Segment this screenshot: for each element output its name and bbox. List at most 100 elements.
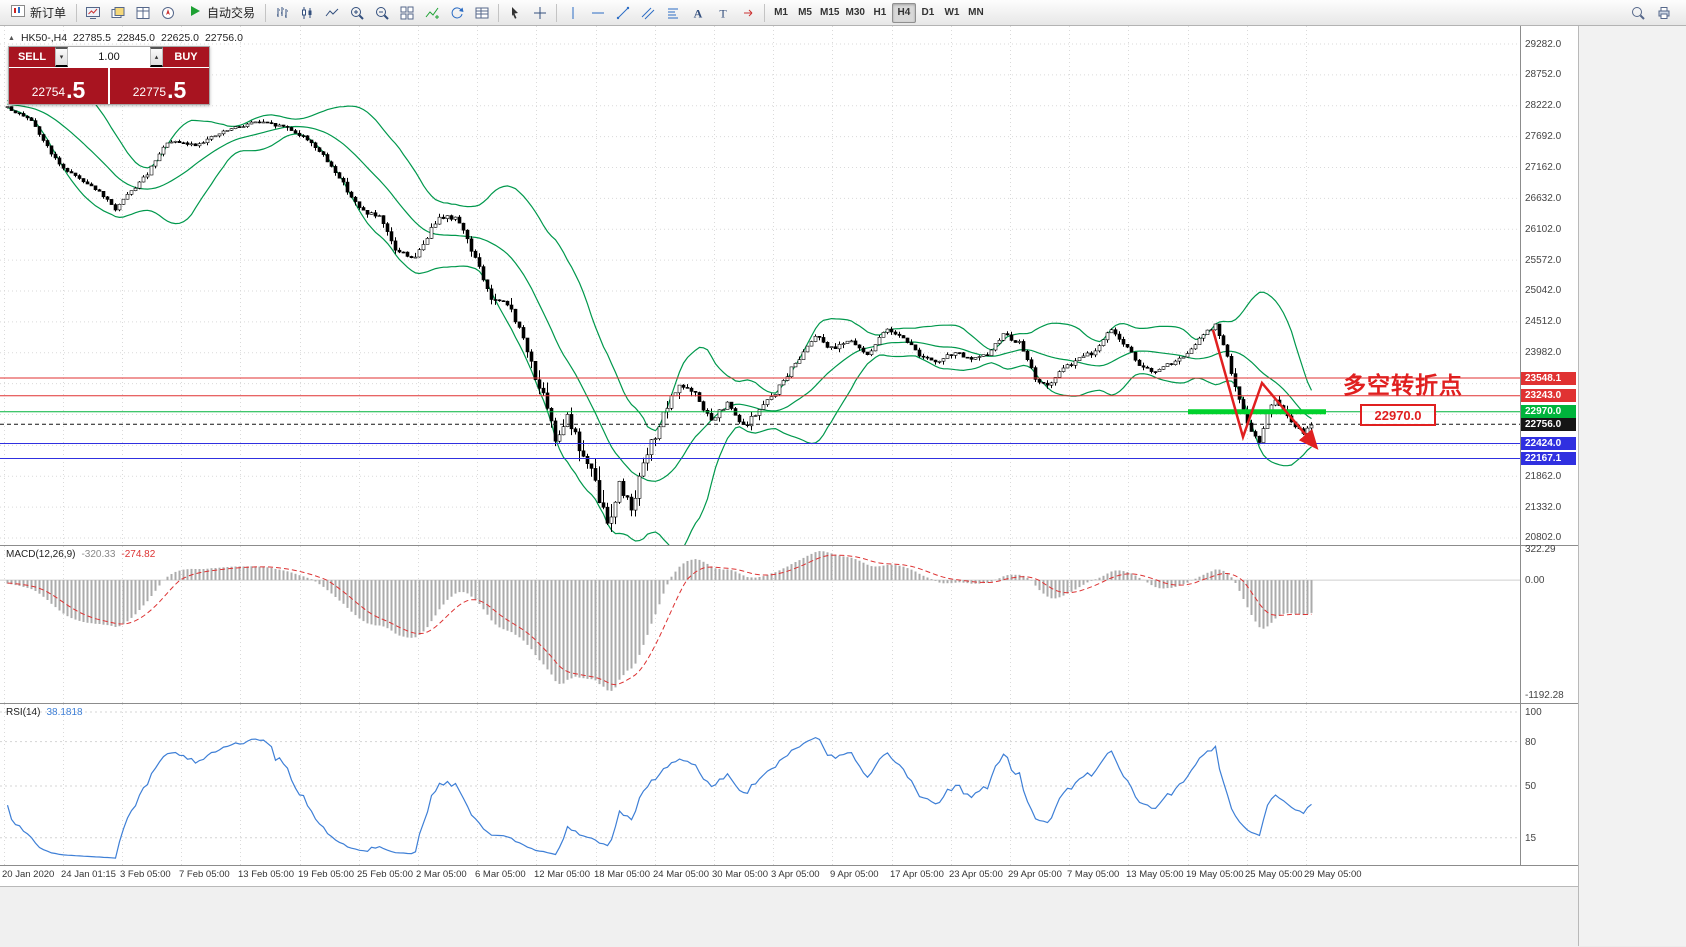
toolbar-separator bbox=[265, 3, 267, 22]
timeframe-button-m15[interactable]: M15 bbox=[817, 3, 842, 23]
time-axis[interactable]: 20 Jan 2020 24 Jan 01:15 3 Feb 05:00 7 Feb … bbox=[0, 866, 1520, 886]
svg-text:A: A bbox=[694, 6, 703, 20]
rsi-axis-label: 100 bbox=[1525, 707, 1542, 718]
macd-signal-line bbox=[7, 554, 1312, 686]
market-watch-icon[interactable] bbox=[131, 2, 155, 24]
time-axis-label: 30 Mar 05:00 bbox=[712, 869, 768, 880]
time-axis-label: 19 Feb 05:00 bbox=[298, 869, 354, 880]
navigator-icon[interactable] bbox=[156, 2, 180, 24]
cursor-icon[interactable] bbox=[503, 2, 527, 24]
tile-windows-icon[interactable] bbox=[395, 2, 419, 24]
autotrading-button[interactable]: 自动交易 bbox=[181, 2, 261, 24]
timeframe-button-m1[interactable]: M1 bbox=[769, 3, 793, 23]
chart-annotation-text[interactable]: 多空转折点 bbox=[1343, 372, 1463, 398]
zoom-out-icon[interactable] bbox=[370, 2, 394, 24]
timeframe-button-h4[interactable]: H4 bbox=[891, 2, 916, 23]
spreadsheet-icon[interactable] bbox=[470, 2, 494, 24]
price-axis-label: 24512.0 bbox=[1525, 316, 1562, 328]
autotrading-play-icon bbox=[187, 3, 203, 22]
fibonacci-icon[interactable] bbox=[661, 2, 685, 24]
time-axis-label: 9 Apr 05:00 bbox=[830, 869, 879, 880]
panel-separator[interactable] bbox=[0, 545, 1578, 546]
main-chart-canvas[interactable] bbox=[0, 26, 1520, 546]
refresh-icon[interactable] bbox=[445, 2, 469, 24]
chart-annotation-price-box[interactable]: 22970.0 bbox=[1360, 404, 1436, 426]
rsi-line bbox=[6, 736, 1312, 859]
annotation-arrow[interactable] bbox=[1211, 329, 1319, 450]
time-axis-label: 3 Feb 05:00 bbox=[120, 869, 171, 880]
toolbar-separator bbox=[556, 3, 558, 22]
indicators-icon[interactable] bbox=[420, 2, 444, 24]
rsi-axis-label: 50 bbox=[1525, 781, 1537, 792]
buy-label: BUY bbox=[163, 47, 209, 67]
price-axis-label: 27162.0 bbox=[1525, 161, 1562, 173]
ohlc-high: 22845.0 bbox=[117, 32, 155, 44]
horizontal-line-icon[interactable] bbox=[586, 2, 610, 24]
zoom-in-icon[interactable] bbox=[345, 2, 369, 24]
volume-input[interactable] bbox=[68, 47, 150, 67]
price-axis-label: 29282.0 bbox=[1525, 38, 1562, 50]
timeframe-button-mn[interactable]: MN bbox=[964, 3, 988, 23]
time-axis-label: 23 Apr 05:00 bbox=[949, 869, 1003, 880]
rsi-axis-label: 15 bbox=[1525, 832, 1537, 844]
bar-chart-icon[interactable] bbox=[270, 2, 294, 24]
time-axis-label: 7 Feb 05:00 bbox=[179, 869, 230, 880]
timeframe-button-m30[interactable]: M30 bbox=[842, 3, 867, 23]
profiles-icon[interactable] bbox=[106, 2, 130, 24]
timeframe-button-h1[interactable]: H1 bbox=[868, 3, 892, 23]
text-tool-icon[interactable]: A bbox=[686, 2, 710, 24]
new-chart-icon[interactable] bbox=[81, 2, 105, 24]
macd-main-value: -320.33 bbox=[81, 549, 116, 560]
print-icon[interactable] bbox=[1652, 2, 1676, 24]
time-axis-label: 24 Jan 01:15 bbox=[61, 869, 116, 880]
vertical-line-icon[interactable] bbox=[561, 2, 585, 24]
price-badge-22970.0: 22970.0 bbox=[1521, 405, 1576, 419]
price-badge-23243.0: 23243.0 bbox=[1521, 389, 1576, 403]
ohlc-low: 22625.0 bbox=[160, 32, 199, 44]
autotrading-label: 自动交易 bbox=[207, 6, 256, 20]
macd-canvas[interactable] bbox=[0, 546, 1520, 704]
price-axis[interactable]: 29282.0 28752.0 28222.0 27692.0 27162.0 26632… bbox=[1521, 26, 1578, 866]
one-click-collapse-icon[interactable]: ▲ bbox=[8, 34, 15, 42]
volume-decrease-button[interactable]: ▾ bbox=[55, 47, 68, 67]
arrows-tool-icon[interactable] bbox=[736, 2, 760, 24]
label-tool-icon[interactable]: T bbox=[711, 2, 735, 24]
time-axis-label: 13 Feb 05:00 bbox=[238, 869, 294, 880]
timeframe-button-w1[interactable]: W1 bbox=[940, 3, 964, 23]
buy-button[interactable]: 22775.5 bbox=[108, 68, 209, 104]
volume-increase-button[interactable]: ▴ bbox=[150, 47, 163, 67]
timeframe-button-m5[interactable]: M5 bbox=[793, 3, 817, 23]
line-chart-icon[interactable] bbox=[320, 2, 344, 24]
panel-separator bbox=[0, 865, 1578, 866]
rsi-label: RSI(14) 38.1818 bbox=[6, 707, 83, 718]
new-order-button[interactable]: 新订单 bbox=[4, 2, 72, 24]
buy-price-fraction: .5 bbox=[167, 77, 187, 103]
buy-price: 22775 bbox=[132, 85, 167, 99]
bollinger-bands bbox=[7, 83, 1313, 546]
timeframe-button-d1[interactable]: D1 bbox=[916, 3, 940, 23]
chart-window: 29282.0 28752.0 28222.0 27692.0 27162.0 26632… bbox=[0, 26, 1578, 886]
crosshair-icon[interactable] bbox=[528, 2, 552, 24]
price-axis-label: 23982.0 bbox=[1525, 347, 1562, 359]
candlestick-chart-icon[interactable] bbox=[295, 2, 319, 24]
time-axis-label: 6 Mar 05:00 bbox=[475, 869, 526, 880]
one-click-trading-widget: SELL ▾ ▴ BUY 22754.5 22775.5 bbox=[8, 46, 210, 105]
price-badge-22756.0: 22756.0 bbox=[1521, 417, 1576, 431]
rsi-canvas[interactable] bbox=[0, 704, 1520, 866]
channel-icon[interactable] bbox=[636, 2, 660, 24]
toolbar-separator bbox=[76, 3, 78, 22]
price-axis-label: 28222.0 bbox=[1525, 100, 1562, 112]
time-axis-label: 19 May 05:00 bbox=[1186, 869, 1244, 880]
price-axis-separator bbox=[1520, 26, 1521, 866]
workspace-empty-area bbox=[1578, 26, 1686, 946]
rsi-value: 38.1818 bbox=[46, 707, 83, 718]
trendline-icon[interactable] bbox=[611, 2, 635, 24]
toolbar-separator bbox=[764, 3, 766, 22]
macd-title: MACD(12,26,9) bbox=[6, 549, 76, 560]
svg-text:T: T bbox=[719, 6, 727, 20]
time-axis-label: 20 Jan 2020 bbox=[2, 869, 55, 880]
panel-separator[interactable] bbox=[0, 703, 1578, 704]
sell-button[interactable]: 22754.5 bbox=[9, 68, 108, 104]
search-icon[interactable] bbox=[1626, 2, 1650, 24]
macd-axis-label: -1192.28 bbox=[1525, 689, 1564, 701]
